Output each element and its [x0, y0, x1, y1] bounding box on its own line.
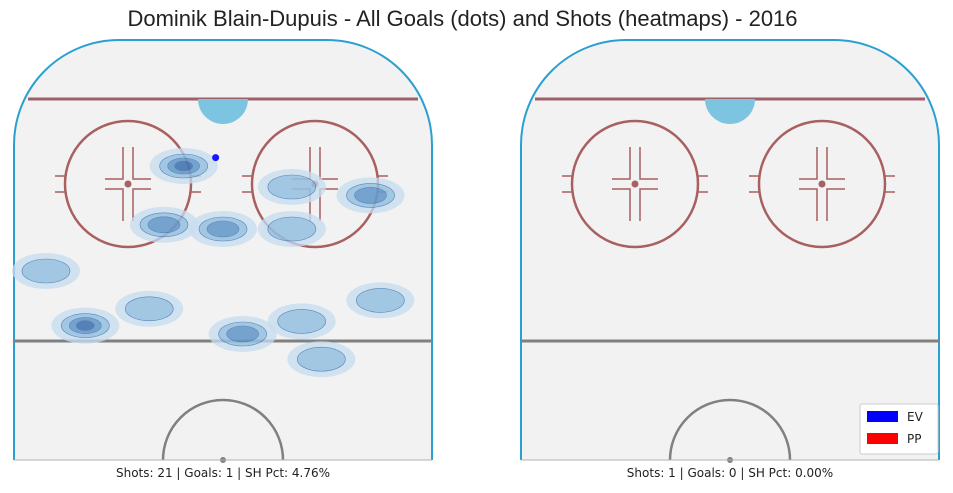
shot-density-blob — [297, 346, 346, 372]
chart-title: Dominik Blain-Dupuis - All Goals (dots) … — [127, 6, 798, 31]
legend-ev-swatch — [867, 411, 898, 422]
shot-density-blob — [174, 160, 193, 172]
shot-heatmap-1 — [11, 148, 415, 378]
rink-boards — [520, 39, 940, 460]
legend-ev-label: EV — [907, 410, 924, 424]
shot-density-blob — [356, 288, 405, 313]
faceoff-circle-2 — [749, 119, 895, 249]
goal-dot — [212, 154, 220, 162]
rink-panel-1 — [13, 39, 433, 463]
shot-density-blob — [76, 320, 95, 331]
shot-density-blob — [21, 258, 71, 284]
goal-crease — [705, 99, 755, 124]
panel-caption-2: Shots: 1 | Goals: 0 | SH Pct: 0.00% — [627, 466, 833, 480]
shot-density-blob — [267, 216, 317, 242]
center-circle — [668, 398, 792, 461]
faceoff-circle-1 — [562, 119, 708, 249]
shot-density-blob — [226, 325, 259, 343]
rink-surface — [521, 40, 939, 460]
center-circle — [161, 398, 285, 461]
panel-caption-1: Shots: 21 | Goals: 1 | SH Pct: 4.76% — [116, 466, 330, 480]
rink-boards — [13, 39, 433, 460]
shot-density-blob — [354, 187, 387, 204]
shot-density-blob — [147, 216, 181, 234]
legend: EV PP — [859, 403, 939, 455]
rink-panel-2 — [520, 39, 940, 463]
goal-crease — [198, 99, 248, 124]
shot-density-blob — [267, 174, 317, 200]
shot-density-blob — [124, 296, 174, 322]
legend-pp-swatch — [867, 433, 898, 444]
shot-density-blob — [277, 309, 326, 334]
legend-pp-label: PP — [907, 432, 921, 446]
shot-density-blob — [206, 220, 240, 238]
